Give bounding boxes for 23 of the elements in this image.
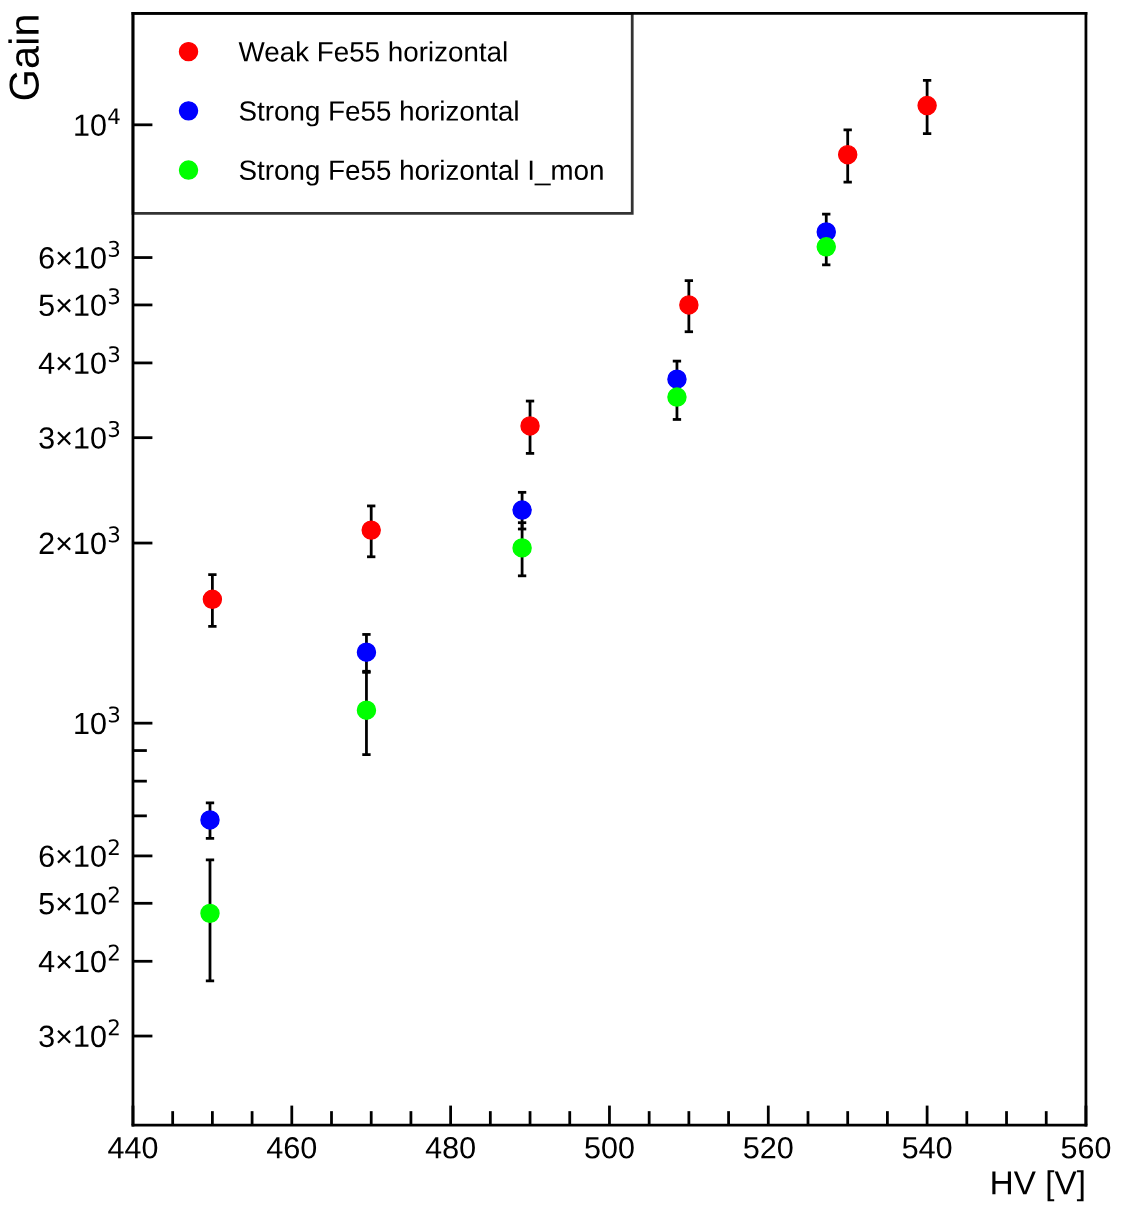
x-tick-label: 480 [425, 1136, 475, 1159]
x-tick-label: 500 [585, 1136, 634, 1159]
y-tick-label: 3×10$^{3}$ [39, 420, 120, 449]
x-tick-label: 560 [1061, 1136, 1111, 1159]
x-tick-label: 520 [744, 1136, 793, 1159]
legend-label: Weak Fe55 horizontal [238, 41, 507, 62]
y-tick-label: 2×10$^{3}$ [39, 526, 120, 555]
y-tick-label: 5×10$^{2}$ [39, 886, 119, 915]
y-axis-title: Gain [8, 16, 39, 100]
y-tick-label: 6×10$^{3}$ [39, 240, 120, 269]
x-tick-label: 440 [108, 1136, 158, 1159]
y-tick-label: 6×10$^{2}$ [39, 839, 119, 868]
x-tick-label: 460 [267, 1136, 317, 1159]
legend-label: Strong Fe55 horizontal I_mon [239, 159, 603, 186]
y-tick-label: 5×10$^{3}$ [39, 288, 120, 317]
y-tick-label: 4×10$^{3}$ [38, 346, 120, 375]
x-axis-title: HV [V] [992, 1170, 1084, 1202]
x-tick-label: 540 [902, 1136, 952, 1159]
legend-label: Strong Fe55 horizontal [239, 100, 518, 127]
y-tick-label: 10$^{4}$ [75, 108, 120, 136]
y-tick-label: 4×10$^{2}$ [38, 944, 119, 973]
y-tick-label: 10$^{3}$ [75, 706, 120, 735]
y-tick-label: 3×10$^{2}$ [39, 1019, 119, 1048]
